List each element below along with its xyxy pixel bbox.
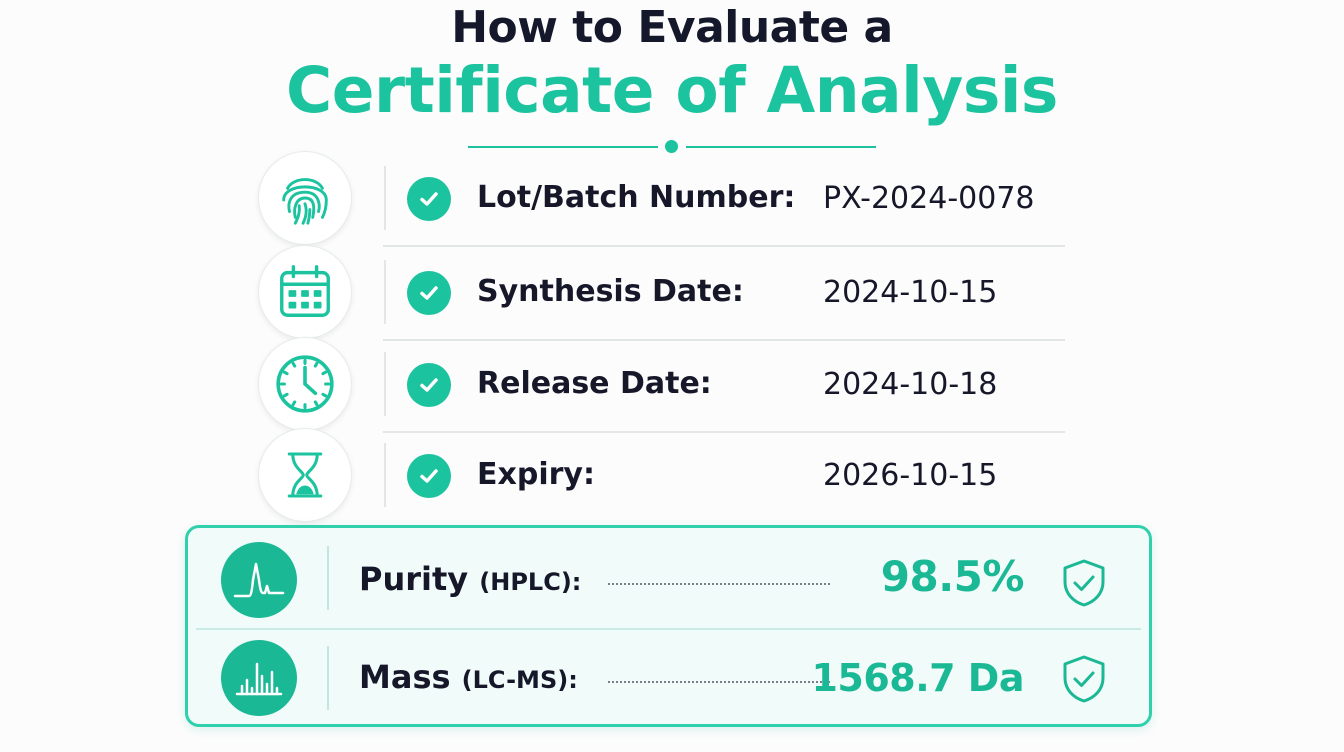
- detail-row-synthesis: Synthesis Date: 2024-10-15: [0, 245, 1344, 339]
- check-icon: [407, 363, 451, 407]
- expiry-value: 2026-10-15: [823, 458, 998, 493]
- purity-label: Purity (HPLC):: [359, 560, 582, 598]
- detail-row-lot: Lot/Batch Number: PX-2024-0078: [0, 151, 1344, 245]
- check-icon: [407, 177, 451, 221]
- mass-method: (LC-MS):: [461, 666, 578, 694]
- mass-spectrum-icon: [221, 640, 297, 716]
- synthesis-date-label: Synthesis Date:: [477, 274, 744, 309]
- lot-value: PX-2024-0078: [823, 181, 1035, 216]
- detail-row-expiry: Expiry: 2026-10-15: [0, 428, 1344, 522]
- leader-dots: [608, 681, 830, 683]
- leader-dots: [608, 583, 830, 585]
- expiry-label: Expiry:: [477, 457, 595, 492]
- shield-check-icon: [1060, 558, 1108, 612]
- lot-label: Lot/Batch Number:: [477, 180, 796, 215]
- shield-check-icon: [1060, 654, 1108, 708]
- chromatogram-peak-icon: [221, 542, 297, 618]
- clock-icon: [258, 337, 352, 431]
- hourglass-icon: [258, 428, 352, 522]
- synthesis-date-value: 2024-10-15: [823, 275, 998, 310]
- release-date-label: Release Date:: [477, 366, 712, 401]
- result-row-mass: Mass (LC-MS): 1568.7 Da: [188, 628, 1149, 726]
- detail-row-release: Release Date: 2024-10-18: [0, 337, 1344, 431]
- fingerprint-icon: [258, 151, 352, 245]
- purity-method: (HPLC):: [479, 568, 582, 596]
- purity-value: 98.5%: [880, 552, 1025, 601]
- calendar-icon: [258, 245, 352, 339]
- result-row-purity: Purity (HPLC): 98.5%: [188, 528, 1149, 626]
- mass-value: 1568.7 Da: [811, 656, 1024, 700]
- title-line-1: How to Evaluate a: [451, 2, 893, 53]
- title-line-2: Certificate of Analysis: [286, 54, 1058, 127]
- analysis-results-panel: Purity (HPLC): 98.5%: [185, 525, 1152, 727]
- mass-label: Mass (LC-MS):: [359, 658, 578, 696]
- check-icon: [407, 454, 451, 498]
- check-icon: [407, 271, 451, 315]
- title-divider: [468, 140, 876, 153]
- release-date-value: 2024-10-18: [823, 367, 998, 402]
